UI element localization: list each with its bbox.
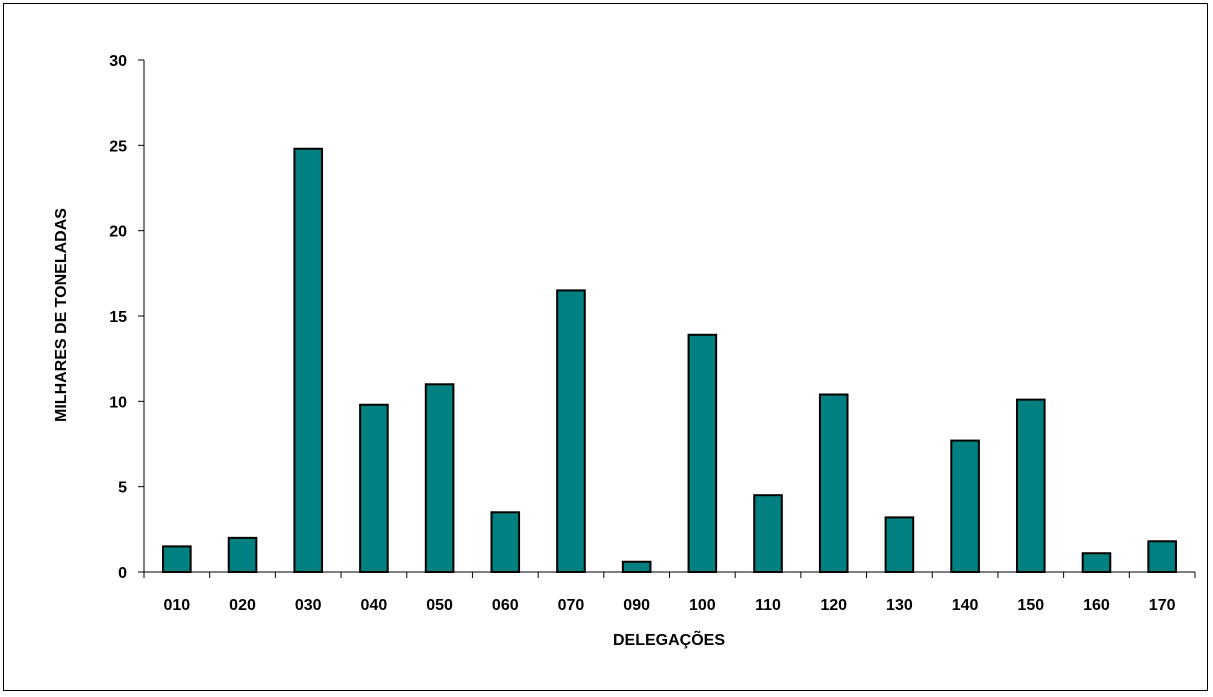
x-tick-label: 100 (689, 597, 716, 614)
x-tick-label: 160 (1083, 597, 1110, 614)
bar (424, 383, 455, 573)
bar (1081, 552, 1112, 574)
x-axis-title: DELEGAÇÕES (613, 629, 725, 649)
x-tick-label: 130 (886, 597, 913, 614)
y-tick-label: 5 (118, 480, 127, 497)
bar (162, 545, 192, 574)
chart-frame (3, 3, 1208, 691)
x-tick-label: 010 (163, 597, 190, 614)
bar (621, 560, 652, 574)
x-tick-label: 140 (952, 597, 979, 614)
x-tick-label: 150 (1017, 597, 1044, 614)
y-axis: 0 5 10 15 20 25 30 (109, 53, 145, 582)
bar (950, 439, 980, 573)
bar (884, 516, 915, 573)
bar (556, 289, 586, 573)
bar (818, 393, 849, 573)
x-tick-label: 070 (558, 597, 585, 614)
bars (162, 147, 1177, 574)
x-tick-label: 020 (229, 597, 256, 614)
y-tick-label: 15 (109, 309, 127, 326)
bar (753, 494, 783, 574)
y-tick-label: 20 (109, 224, 127, 241)
x-axis: 010 020 030 040 050 060 070 090 100 110 120 130 140 1… (143, 571, 1196, 614)
y-tick-label: 10 (109, 394, 127, 411)
y-tick-label: 25 (109, 138, 127, 155)
y-axis-title: MILHARES DE TONELADAS (53, 208, 70, 422)
x-tick-label: 030 (295, 597, 322, 614)
bar (359, 403, 389, 573)
x-tick-label: 090 (623, 597, 650, 614)
bar (293, 147, 324, 573)
bar (687, 333, 718, 574)
x-tick-label: 110 (755, 597, 781, 614)
x-tick-label: 120 (820, 597, 847, 614)
bar (1147, 540, 1177, 574)
bar (227, 536, 258, 573)
bar (1015, 398, 1046, 574)
bar (490, 511, 521, 573)
x-tick-label: 040 (361, 597, 388, 614)
x-tick-label: 170 (1149, 597, 1176, 614)
x-tick-label: 060 (492, 597, 519, 614)
y-tick-label: 0 (118, 565, 127, 582)
x-tick-label: 050 (426, 597, 453, 614)
y-tick-label: 30 (109, 53, 127, 70)
